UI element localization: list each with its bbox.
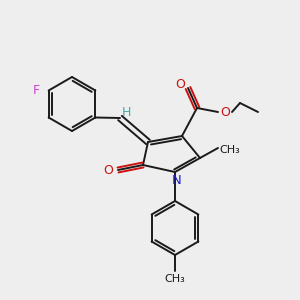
Text: H: H xyxy=(121,106,131,118)
Text: O: O xyxy=(175,77,185,91)
Text: CH₃: CH₃ xyxy=(220,145,240,155)
Text: F: F xyxy=(33,84,40,97)
Text: CH₃: CH₃ xyxy=(165,274,185,284)
Text: O: O xyxy=(220,106,230,118)
Text: O: O xyxy=(103,164,113,176)
Text: N: N xyxy=(172,173,182,187)
